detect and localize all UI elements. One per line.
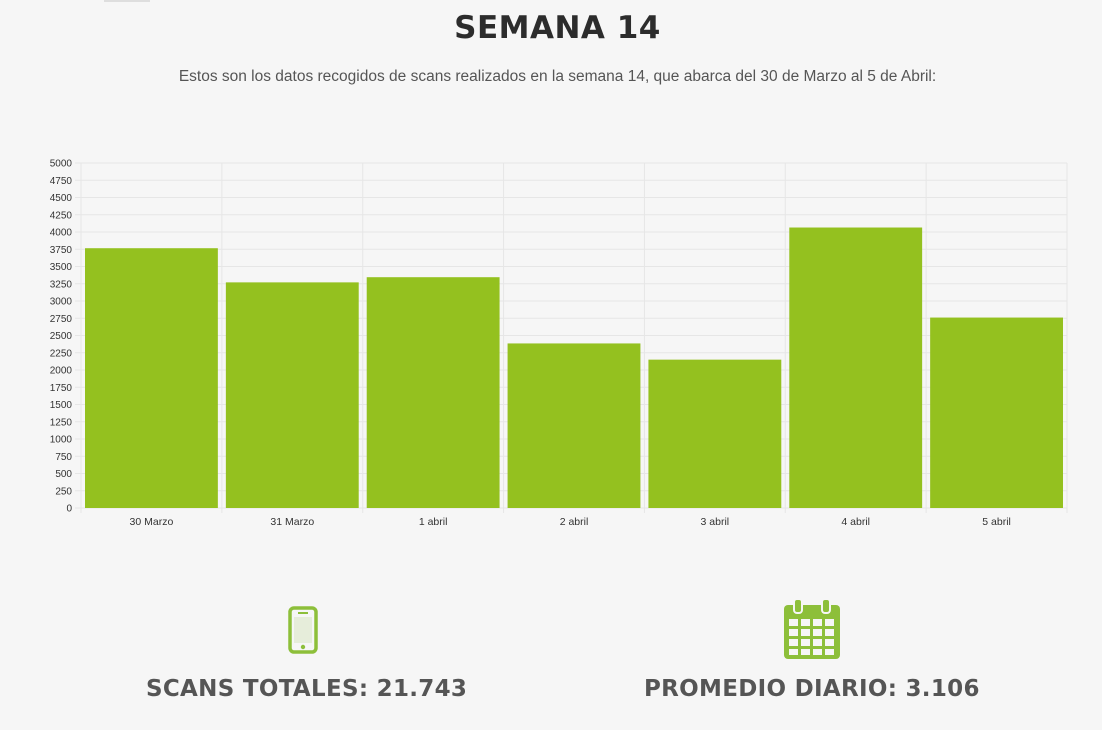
x-tick-label: 3 abril xyxy=(701,516,730,528)
bar xyxy=(225,282,359,508)
y-tick-label: 1750 xyxy=(50,383,73,394)
y-tick-label: 4250 xyxy=(50,210,73,221)
calendar-icon xyxy=(784,598,840,659)
smartphone-icon xyxy=(288,606,318,654)
y-tick-label: 2750 xyxy=(50,314,73,325)
y-tick-label: 4000 xyxy=(50,228,73,239)
top-decoration xyxy=(104,0,150,2)
bar xyxy=(648,359,782,508)
bar xyxy=(85,248,218,508)
y-tick-label: 2250 xyxy=(50,348,73,359)
y-tick-label: 3000 xyxy=(50,297,73,308)
page-subtitle: Estos son los datos recogidos de scans r… xyxy=(178,68,937,85)
y-tick-label: 3500 xyxy=(50,262,73,273)
y-tick-label: 1250 xyxy=(50,417,73,428)
bar xyxy=(507,343,641,508)
bar-chart: 0 250 500 750 1000 1250 1500 1750 2000 2250 2500 27… xyxy=(50,159,1068,528)
y-tick-label: 4500 xyxy=(50,193,73,204)
y-tick-label: 750 xyxy=(55,452,72,463)
page-title: SEMANA 14 xyxy=(454,10,661,46)
y-tick-label: 5000 xyxy=(50,159,73,170)
y-tick-label: 0 xyxy=(66,504,72,515)
y-tick-label: 500 xyxy=(55,469,72,480)
x-tick-label: 4 abril xyxy=(841,516,870,528)
x-tick-label: 2 abril xyxy=(560,516,589,528)
x-tick-label: 30 Marzo xyxy=(130,516,174,528)
y-tick-label: 1000 xyxy=(50,435,73,446)
x-tick-label: 1 abril xyxy=(419,516,448,528)
daily-average-label: PROMEDIO DIARIO: 3.106 xyxy=(644,676,980,702)
y-tick-label: 4750 xyxy=(50,176,73,187)
y-tick-label: 1500 xyxy=(50,400,73,411)
bar xyxy=(366,277,500,508)
y-tick-label: 3250 xyxy=(50,279,73,290)
y-tick-label: 250 xyxy=(55,486,72,497)
y-tick-label: 2500 xyxy=(50,331,73,342)
bar xyxy=(930,317,1063,508)
x-tick-label: 5 abril xyxy=(982,516,1011,528)
x-tick-label: 31 Marzo xyxy=(270,516,314,528)
y-tick-label: 3750 xyxy=(50,245,73,256)
y-tick-label: 2000 xyxy=(50,366,73,377)
total-scans-label: SCANS TOTALES: 21.743 xyxy=(146,676,468,702)
bar xyxy=(789,227,923,508)
